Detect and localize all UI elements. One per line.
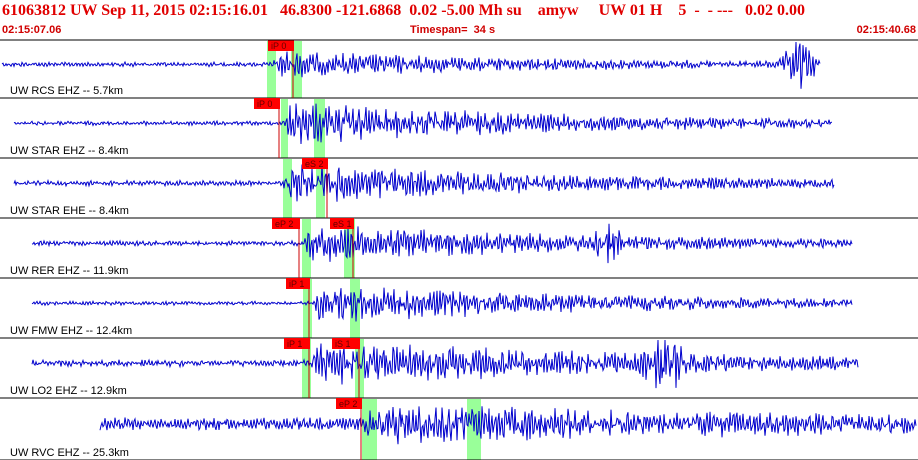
- phase-pick[interactable]: iP 0: [254, 98, 280, 158]
- waveform-trace[interactable]: [99, 406, 917, 445]
- trace-row: iP 0 UW RCS EHZ -- 5.7km: [0, 40, 918, 99]
- trace-row: eP 2 UW RVC EHZ -- 25.3km: [0, 398, 918, 460]
- phase-pick-box[interactable]: [336, 398, 362, 409]
- phase-pick[interactable]: iS 1: [332, 338, 360, 398]
- phase-pick[interactable]: eP 2: [272, 218, 300, 278]
- phase-pick-label: iS 1: [335, 339, 351, 349]
- phase-pick[interactable]: eS 2: [302, 158, 328, 218]
- phase-pick-label: iP 0: [271, 41, 286, 51]
- trace-row: iP 1 UW FMW EHZ -- 12.4km: [0, 278, 918, 339]
- trace-row: eP 2 eS 1 UW RER EHZ -- 11.9km: [0, 218, 918, 279]
- trace-label: UW LO2 EHZ -- 12.9km: [10, 385, 127, 397]
- phase-pick-box[interactable]: [302, 158, 328, 169]
- p-window[interactable]: [267, 41, 276, 98]
- event-header: 61063812 UW Sep 11, 2015 02:15:16.01 46.…: [0, 0, 918, 40]
- s-window[interactable]: [344, 219, 355, 278]
- trace-label: UW RVC EHZ -- 25.3km: [10, 447, 129, 459]
- s-window[interactable]: [316, 159, 325, 218]
- trace-row: iP 0 UW STAR EHZ -- 8.4km: [0, 98, 918, 159]
- timespan-label: Timespan= 34 s: [410, 24, 496, 36]
- phase-pick[interactable]: iP 1: [286, 278, 310, 338]
- waveform-trace[interactable]: [31, 223, 853, 264]
- start-time: 02:15:07.06: [2, 24, 62, 36]
- p-window[interactable]: [303, 279, 312, 338]
- event-title: 61063812 UW Sep 11, 2015 02:15:16.01 46.…: [2, 2, 805, 19]
- phase-pick[interactable]: eS 1: [330, 218, 354, 278]
- waveform-trace[interactable]: [31, 339, 859, 389]
- waveform-trace[interactable]: [31, 287, 853, 322]
- trace-label: UW FMW EHZ -- 12.4km: [10, 325, 132, 337]
- phase-pick-label: eS 1: [333, 219, 352, 229]
- phase-pick-label: iP 1: [287, 339, 302, 349]
- waveform-trace[interactable]: [13, 103, 833, 145]
- end-time: 02:15:40.68: [856, 24, 916, 36]
- phase-pick-box[interactable]: [254, 98, 280, 109]
- phase-pick[interactable]: iP 1: [284, 338, 310, 398]
- phase-pick-box[interactable]: [332, 338, 360, 349]
- phase-pick-label: eP 2: [339, 399, 357, 409]
- s-window[interactable]: [314, 99, 325, 158]
- phase-pick-box[interactable]: [272, 218, 300, 229]
- waveform-trace[interactable]: [13, 163, 835, 202]
- trace-label: UW STAR EHZ -- 8.4km: [10, 145, 128, 157]
- trace-label: UW RCS EHZ -- 5.7km: [10, 85, 123, 97]
- p-window[interactable]: [302, 339, 311, 398]
- trace-label: UW RER EHZ -- 11.9km: [10, 265, 128, 277]
- phase-pick-label: iP 1: [289, 279, 304, 289]
- s-window[interactable]: [291, 41, 302, 98]
- phase-pick[interactable]: eP 2: [336, 398, 362, 460]
- phase-pick-label: eS 2: [305, 159, 324, 169]
- phase-pick-label: iP 0: [257, 99, 272, 109]
- phase-pick-box[interactable]: [284, 338, 310, 349]
- phase-pick-box[interactable]: [268, 40, 294, 51]
- phase-pick-box[interactable]: [286, 278, 310, 289]
- trace-row: eS 2 UW STAR EHE -- 8.4km: [0, 158, 918, 219]
- p-window[interactable]: [283, 159, 292, 218]
- phase-pick-box[interactable]: [330, 218, 354, 229]
- trace-label: UW STAR EHE -- 8.4km: [10, 205, 129, 217]
- phase-pick[interactable]: iP 0: [268, 40, 294, 98]
- phase-pick-label: eP 2: [275, 219, 293, 229]
- p-window[interactable]: [281, 99, 288, 158]
- trace-row: iP 1 iS 1 UW LO2 EHZ -- 12.9km: [0, 338, 918, 399]
- waveform-trace[interactable]: [1, 41, 821, 89]
